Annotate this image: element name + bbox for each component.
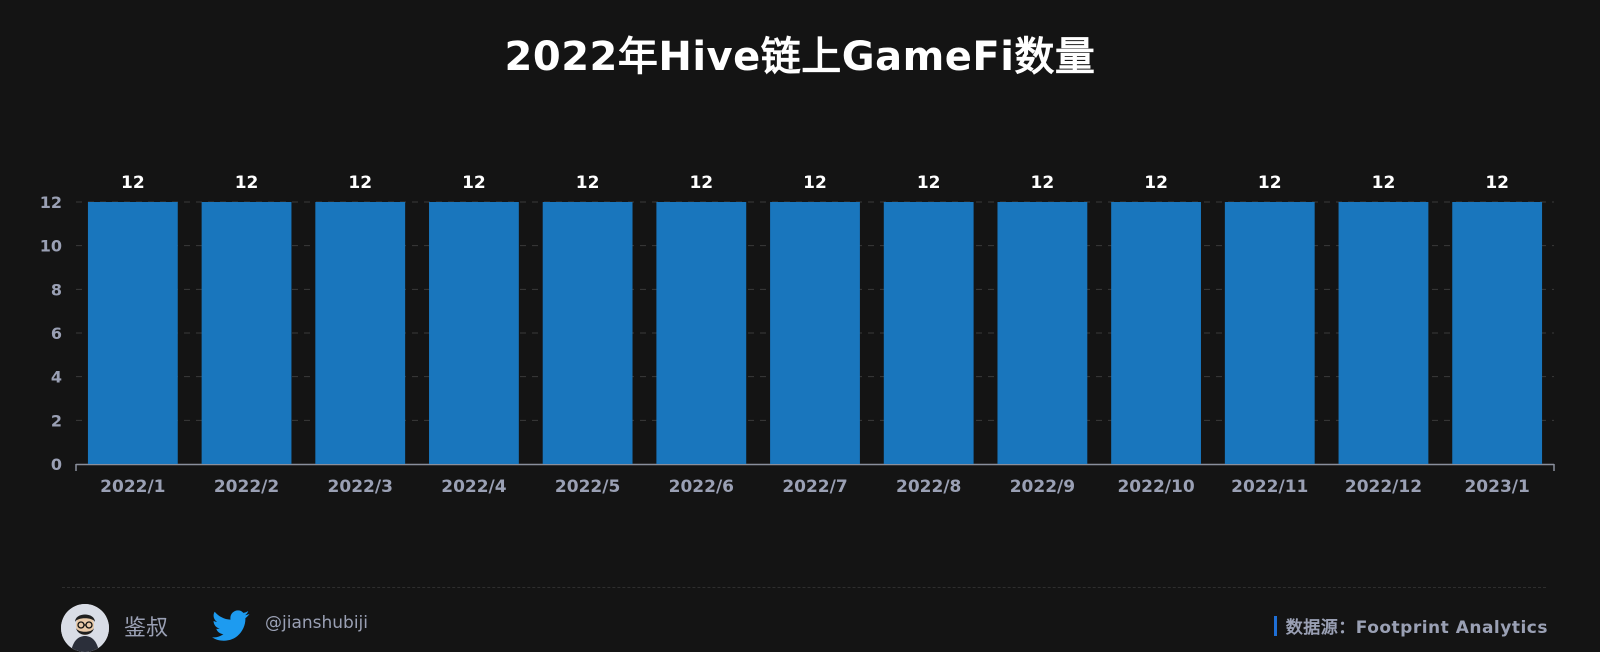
twitter-icon bbox=[212, 610, 250, 641]
bar-value-label: 12 bbox=[1485, 173, 1509, 193]
y-tick-label: 2 bbox=[51, 411, 62, 430]
bar-value-label: 12 bbox=[1258, 173, 1282, 193]
bar-value-label: 12 bbox=[1372, 173, 1396, 193]
bar-value-label: 12 bbox=[348, 173, 372, 193]
y-tick-label: 6 bbox=[51, 324, 62, 343]
x-tick-label: 2022/5 bbox=[555, 477, 620, 497]
bar[interactable] bbox=[1224, 202, 1315, 464]
y-tick-label: 10 bbox=[40, 237, 62, 256]
bar[interactable] bbox=[770, 202, 860, 464]
x-tick-label: 2022/7 bbox=[782, 477, 847, 497]
y-tick-label: 8 bbox=[51, 280, 62, 299]
avatar-icon bbox=[61, 604, 109, 652]
bar-value-label: 12 bbox=[462, 173, 486, 193]
chart-title: 2022年Hive链上GameFi数量 bbox=[504, 34, 1096, 80]
bar-value-label: 12 bbox=[803, 173, 827, 193]
y-tick-label: 12 bbox=[40, 193, 62, 212]
x-tick-label: 2022/4 bbox=[441, 477, 507, 497]
bar[interactable] bbox=[1111, 202, 1201, 464]
y-tick-label: 0 bbox=[51, 455, 62, 474]
x-tick-label: 2022/3 bbox=[328, 477, 393, 497]
x-tick-label: 2022/1 bbox=[100, 477, 165, 497]
bar[interactable] bbox=[201, 202, 292, 464]
bar-value-label: 12 bbox=[917, 173, 941, 193]
x-tick-label: 2022/8 bbox=[896, 477, 961, 497]
bar-value-label: 12 bbox=[689, 173, 713, 193]
x-tick-label: 2022/12 bbox=[1345, 477, 1422, 497]
author-name: 鉴叔 bbox=[124, 616, 169, 641]
bar-value-label: 12 bbox=[121, 173, 145, 193]
bar[interactable] bbox=[997, 202, 1088, 464]
y-tick-label: 4 bbox=[51, 368, 62, 387]
footer-divider bbox=[62, 587, 1546, 588]
twitter-handle[interactable]: @jianshubiji bbox=[265, 613, 369, 633]
data-source: 数据源：Footprint Analytics bbox=[1285, 618, 1548, 638]
x-tick-label: 2022/2 bbox=[214, 477, 279, 497]
bar-value-label: 12 bbox=[576, 173, 600, 193]
bar[interactable] bbox=[542, 202, 633, 464]
x-tick-label: 2022/11 bbox=[1231, 477, 1308, 497]
x-tick-label: 2022/10 bbox=[1117, 477, 1194, 497]
bar-value-label: 12 bbox=[1031, 173, 1055, 193]
x-tick-label: 2023/1 bbox=[1464, 477, 1529, 497]
x-tick-label: 2022/9 bbox=[1010, 477, 1075, 497]
source-accent-bar bbox=[1274, 616, 1277, 636]
bar[interactable] bbox=[656, 202, 747, 464]
bar[interactable] bbox=[87, 202, 178, 464]
bar[interactable] bbox=[1452, 202, 1543, 464]
bar[interactable] bbox=[883, 202, 974, 464]
bar-value-label: 12 bbox=[1144, 173, 1168, 193]
avatar bbox=[61, 604, 109, 652]
bar-value-label: 12 bbox=[235, 173, 259, 193]
footer: 鉴叔 @jianshubiji 数据源：Footprint Analytics bbox=[0, 604, 1600, 652]
bar[interactable] bbox=[1338, 202, 1429, 464]
bar-chart: 0 2 4 6 8 10 12 12 2022/1 12 2022/2 12 2022/3 12 2022/… bbox=[40, 173, 1555, 497]
bar[interactable] bbox=[315, 202, 406, 464]
bar[interactable] bbox=[429, 202, 519, 464]
x-tick-label: 2022/6 bbox=[669, 477, 734, 497]
